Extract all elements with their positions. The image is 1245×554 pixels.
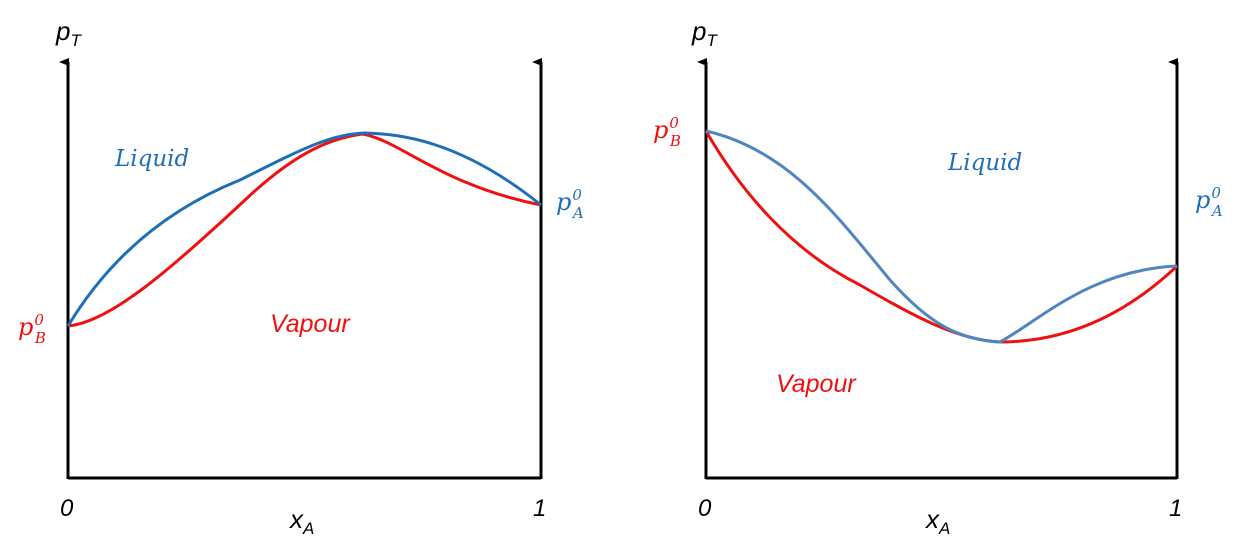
left-diagram: pT xA 0 1 Liquid Vapour p0 B p0 A xyxy=(18,16,584,538)
left-x-axis-label: xA xyxy=(288,504,314,538)
right-liquid-curve xyxy=(705,129,1178,344)
left-tick-1: 1 xyxy=(533,495,546,522)
right-x-axis-label: xA xyxy=(924,504,950,538)
right-liquid-label: Liquid xyxy=(947,150,1022,176)
right-pB0-label: p0 B xyxy=(653,114,681,150)
right-vapour-label: Vapour xyxy=(776,370,857,398)
left-tick-0: 0 xyxy=(60,495,74,522)
left-vapour-label: Vapour xyxy=(270,310,351,338)
right-pA0-label: p0 A xyxy=(1195,184,1223,220)
left-liquid-label: Liquid xyxy=(114,146,189,172)
left-pB0-label: p0 B xyxy=(18,311,46,347)
right-y-axis-label: pT xyxy=(691,16,718,50)
right-diagram: pT xA 0 1 Liquid Vapour p0 B p0 A xyxy=(653,16,1223,538)
left-vapour-curve xyxy=(67,132,542,328)
right-tick-0: 0 xyxy=(698,495,712,522)
right-tick-1: 1 xyxy=(1169,495,1182,522)
left-liquid-curve xyxy=(66,131,542,327)
left-pA0-label: p0 A xyxy=(556,186,584,222)
left-y-axis-label: pT xyxy=(55,16,82,50)
right-vapour-curve xyxy=(704,130,1179,344)
